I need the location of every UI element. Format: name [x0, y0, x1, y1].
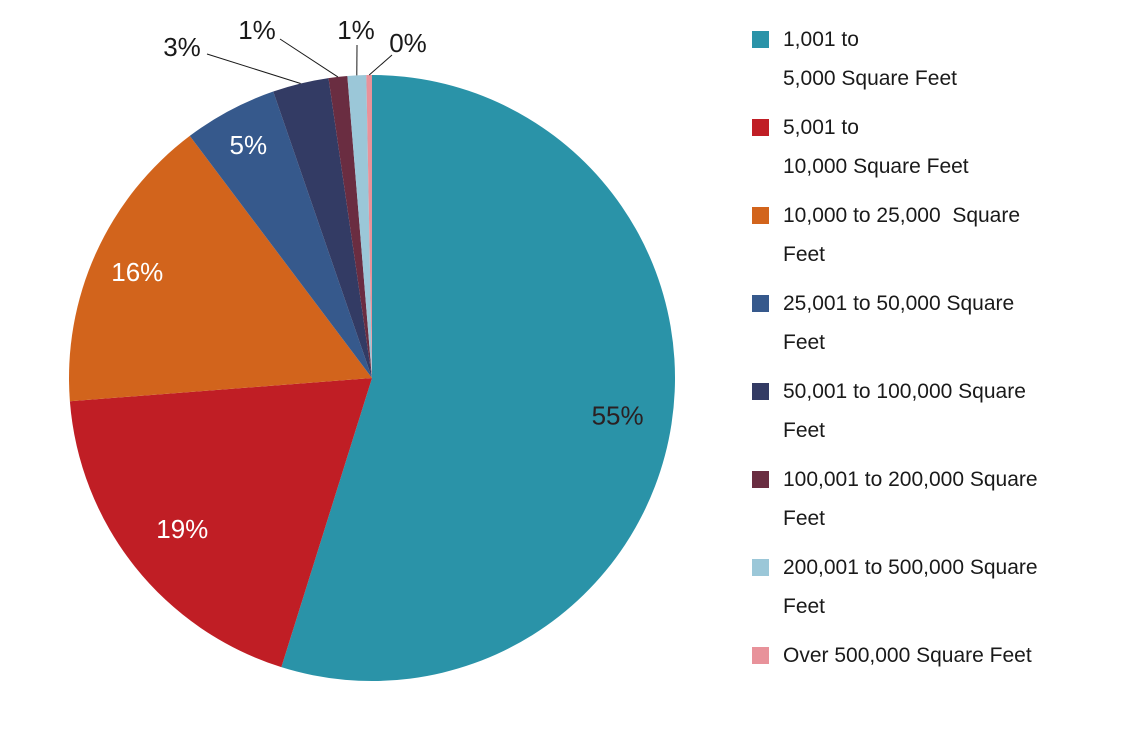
legend-label-1: 5,001 to 10,000 Square Feet: [783, 116, 969, 178]
pie-callout-line-5: [279, 38, 339, 78]
pie-callout-label-5: 1%: [238, 15, 276, 45]
pie-slice-label-2: 16%: [111, 257, 163, 287]
pie-slice-1: [69, 378, 372, 668]
pie-slice-4: [273, 78, 372, 378]
legend-swatch-1: [752, 119, 769, 136]
pie-callout-label-6: 1%: [337, 15, 375, 45]
legend-swatch-4: [752, 383, 769, 400]
pie-callout-label-7: 0%: [389, 28, 427, 58]
pie-slice-3: [189, 91, 372, 379]
pie-slice-label-0: 55%: [592, 401, 644, 431]
pie-slice-0: [281, 75, 676, 682]
pie-callout-line-7: [368, 54, 393, 76]
legend-item-1: 5,001 to 10,000 Square Feet: [752, 108, 1132, 186]
legend-label-2: 10,000 to 25,000 Square Feet: [783, 204, 1021, 266]
pie-chart: 55% 19% 16% 5% 3% 1% 1% 0%: [68, 15, 676, 682]
pie-slice-5: [328, 76, 372, 378]
pie-slice-2: [68, 135, 372, 402]
chart-legend: 1,001 to 5,000 Square Feet 5,001 to 10,00…: [752, 20, 1132, 685]
legend-swatch-0: [752, 31, 769, 48]
legend-item-3: 25,001 to 50,000 Square Feet: [752, 284, 1132, 362]
pie-callout-line-4: [206, 53, 301, 84]
legend-swatch-6: [752, 559, 769, 576]
legend-item-6: 200,001 to 500,000 Square Feet: [752, 548, 1132, 626]
pie-slice-6: [347, 75, 372, 379]
pie-callout-label-4: 3%: [163, 32, 201, 62]
legend-item-0: 1,001 to 5,000 Square Feet: [752, 20, 1132, 98]
legend-swatch-5: [752, 471, 769, 488]
legend-label-7: Over 500,000 Square Feet: [783, 644, 1032, 667]
legend-item-2: 10,000 to 25,000 Square Feet: [752, 196, 1132, 274]
legend-item-5: 100,001 to 200,000 Square Feet: [752, 460, 1132, 538]
legend-swatch-2: [752, 207, 769, 224]
legend-label-0: 1,001 to 5,000 Square Feet: [783, 28, 957, 90]
legend-item-7: Over 500,000 Square Feet: [752, 636, 1132, 675]
legend-swatch-7: [752, 647, 769, 664]
legend-item-4: 50,001 to 100,000 Square Feet: [752, 372, 1132, 450]
pie-slice-label-1: 19%: [156, 514, 208, 544]
legend-label-5: 100,001 to 200,000 Square Feet: [783, 468, 1038, 530]
pie-slice-label-3: 5%: [230, 130, 268, 160]
pie-slice-7: [366, 74, 372, 378]
legend-swatch-3: [752, 295, 769, 312]
legend-label-4: 50,001 to 100,000 Square Feet: [783, 380, 1026, 442]
legend-label-3: 25,001 to 50,000 Square Feet: [783, 292, 1015, 354]
legend-label-6: 200,001 to 500,000 Square Feet: [783, 556, 1038, 618]
